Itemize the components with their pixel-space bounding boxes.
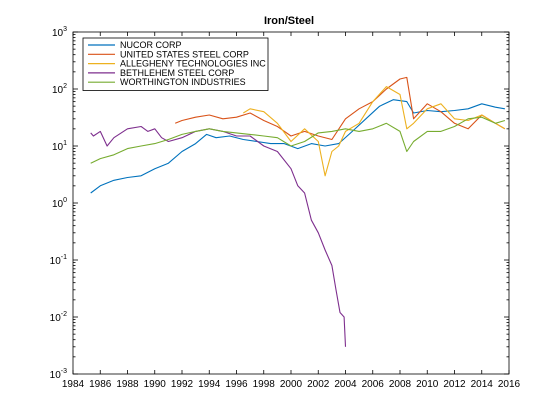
y-tick-label: 10-3: [50, 368, 67, 381]
x-tick-label: 2004: [334, 379, 357, 390]
x-tick-label: 1998: [253, 379, 276, 390]
y-tick-label: 101: [52, 140, 67, 153]
x-tick-label: 2016: [498, 379, 521, 390]
y-tick-label: 102: [52, 83, 67, 96]
y-tick-label: 10-2: [50, 311, 67, 324]
x-tick-label: 2012: [443, 379, 466, 390]
series-line-worthington-industries: [90, 116, 506, 164]
x-axis: 1984 1986 1988 1990 1992 1994 1996 1998 2000 2002…: [62, 32, 521, 390]
y-tick-label: 100: [52, 197, 67, 210]
x-tick-label: 1984: [62, 379, 85, 390]
legend-label: ALLEGHENY TECHNOLOGIES INC: [120, 59, 266, 69]
x-tick-label: 2002: [307, 379, 330, 390]
series-line-allegheny-technologies-inc: [243, 86, 506, 177]
x-tick-label: 1988: [116, 379, 139, 390]
legend-label: UNITED STATES STEEL CORP: [120, 49, 249, 59]
x-tick-label: 2000: [280, 379, 303, 390]
legend-label: BETHLEHEM STEEL CORP: [120, 68, 234, 78]
series-group: [90, 76, 506, 347]
x-tick-label: 2010: [416, 379, 439, 390]
x-tick-label: 2006: [362, 379, 385, 390]
x-tick-label: 1996: [225, 379, 248, 390]
series-line-nucor-corp: [90, 99, 505, 194]
x-tick-label: 1994: [198, 379, 221, 390]
y-axis: 10-3 10-2 10-1 100 101 102 103: [50, 26, 509, 381]
legend-label: NUCOR CORP: [120, 40, 182, 50]
series-line-united-states-steel-corp: [174, 76, 506, 141]
chart-title: Iron/Steel: [264, 15, 314, 27]
x-tick-label: 1990: [144, 379, 167, 390]
y-tick-label: 103: [52, 26, 67, 39]
x-tick-label: 2014: [471, 379, 494, 390]
legend-label: WORTHINGTON INDUSTRIES: [120, 77, 246, 87]
x-tick-label: 1992: [171, 379, 194, 390]
x-tick-label: 1986: [89, 379, 112, 390]
x-tick-label: 2008: [389, 379, 412, 390]
series-line-bethlehem-steel-corp: [90, 125, 347, 347]
y-tick-label: 10-1: [50, 254, 67, 267]
